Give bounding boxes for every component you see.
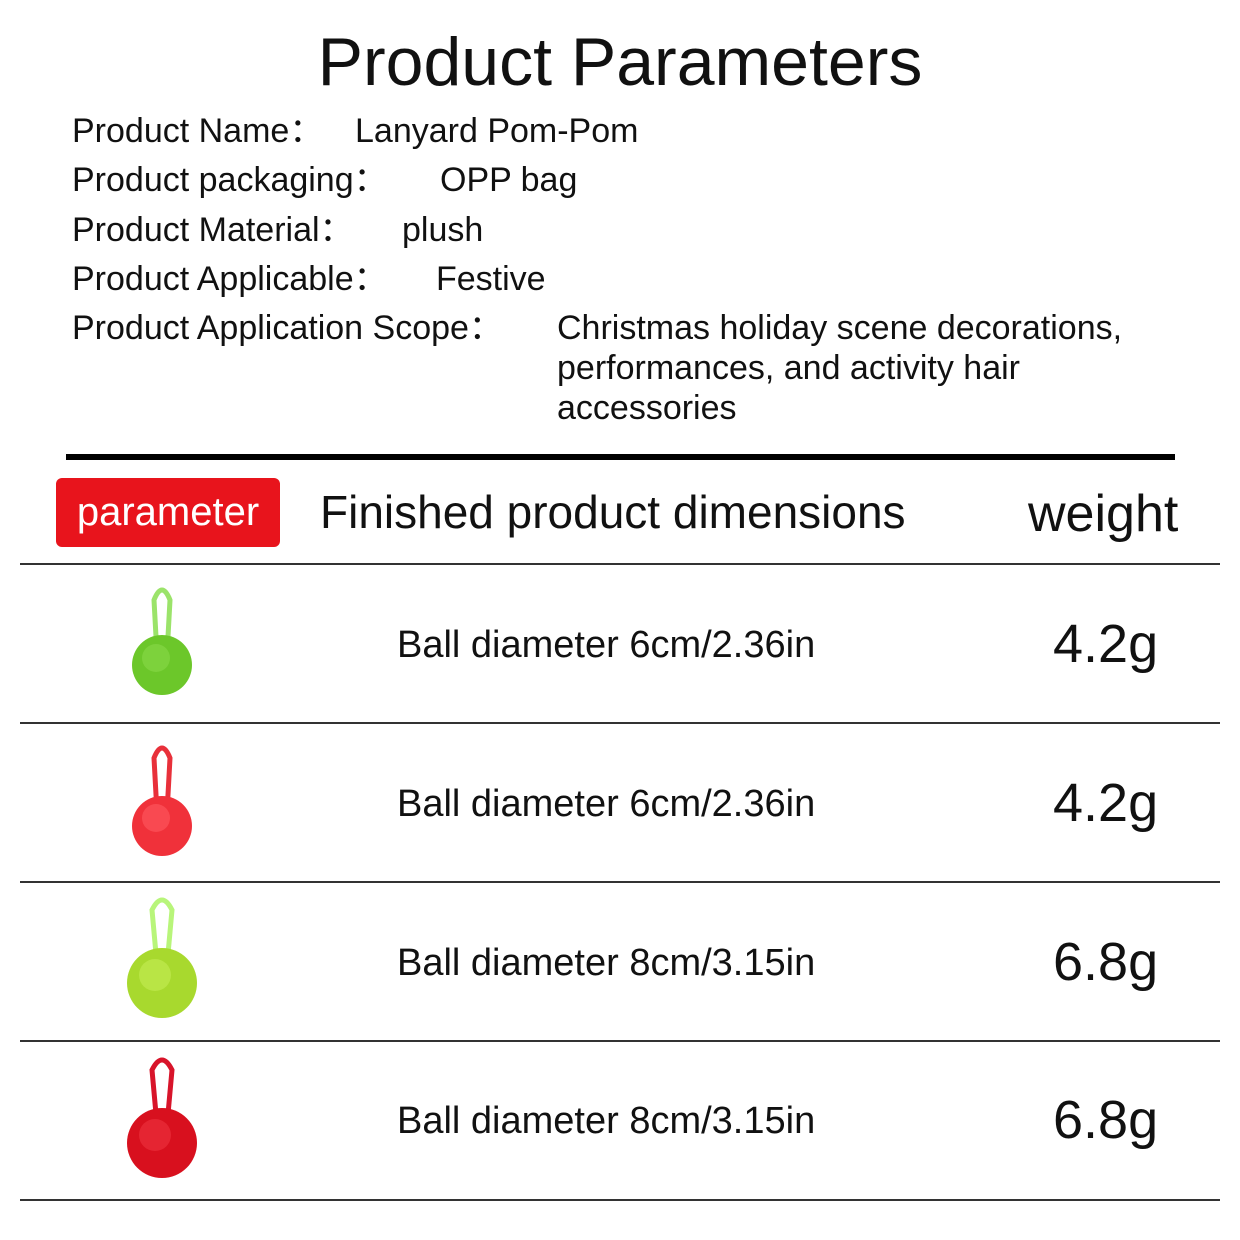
- spec-value: OPP bag: [440, 161, 578, 199]
- spec-value: Christmas holiday scene decorations, per…: [557, 309, 1123, 427]
- spec-label: Product Material：: [72, 211, 354, 249]
- product-image: [127, 897, 197, 1018]
- row-weight: 6.8g: [1053, 932, 1159, 992]
- spec-label: Product Name：: [72, 112, 324, 150]
- header-badge: parameter: [56, 478, 280, 547]
- header-cell: Finished product dimensions: [320, 486, 906, 538]
- spec-value: Lanyard Pom-Pom: [355, 112, 639, 150]
- row-divider: [20, 563, 1220, 565]
- divider: [66, 454, 1175, 460]
- spec-label: Product packaging：: [72, 161, 388, 199]
- spec-value: plush: [402, 211, 484, 249]
- row-weight: 4.2g: [1053, 773, 1159, 833]
- spec-value: Festive: [436, 260, 546, 298]
- spec-label: Product Applicable：: [72, 260, 388, 298]
- product-image: [132, 587, 192, 695]
- row-divider: [20, 722, 1220, 724]
- row-divider: [20, 1040, 1220, 1042]
- row-dimensions: Ball diameter 6cm/2.36in: [397, 783, 816, 825]
- product-image: [127, 1057, 197, 1178]
- product-image: [132, 745, 192, 856]
- row-divider: [20, 1199, 1220, 1201]
- row-weight: 6.8g: [1053, 1090, 1159, 1150]
- row-dimensions: Ball diameter 8cm/3.15in: [397, 942, 816, 984]
- row-dimensions: Ball diameter 8cm/3.15in: [397, 1100, 816, 1142]
- header-cell: weight: [1028, 485, 1179, 543]
- row-dimensions: Ball diameter 6cm/2.36in: [397, 624, 816, 666]
- row-divider: [20, 881, 1220, 883]
- row-weight: 4.2g: [1053, 614, 1159, 674]
- page-title: Product Parameters: [317, 24, 923, 100]
- spec-label: Product Application Scope：: [72, 309, 503, 347]
